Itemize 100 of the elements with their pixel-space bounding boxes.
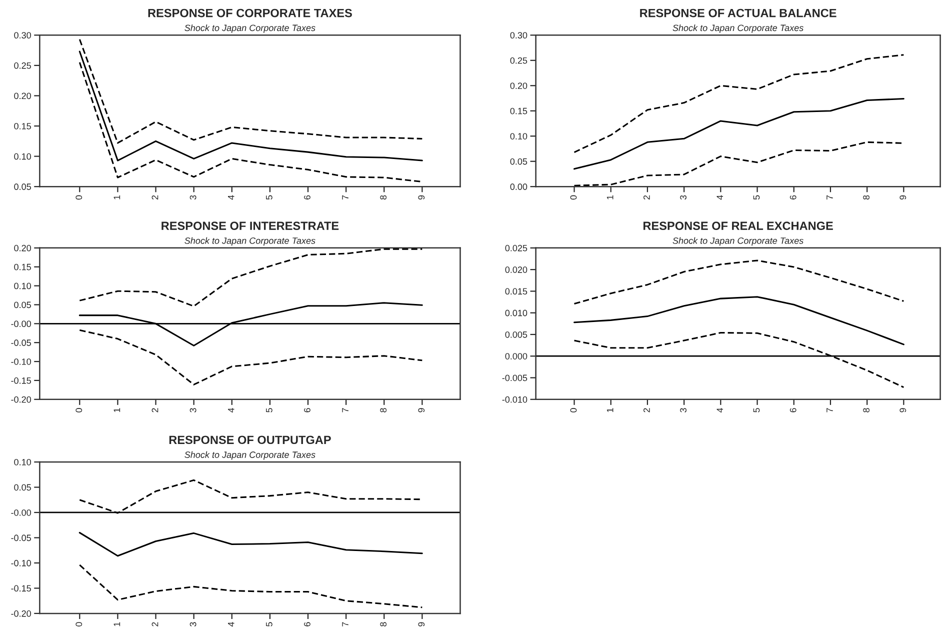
y-tick-label: 0.15 [14, 122, 31, 130]
y-tick-label: 0.020 [505, 266, 528, 273]
x-tick-label: 5 [266, 622, 272, 626]
chart-subtitle: Shock to Japan Corporate Taxes [672, 237, 804, 246]
x-tick-label: 7 [826, 195, 833, 200]
x-tick-label: 4 [716, 408, 723, 413]
x-tick-label: 7 [342, 195, 348, 200]
x-tick-label: 3 [190, 195, 196, 200]
x-tick-label: 4 [228, 195, 234, 200]
x-tick-label: 2 [152, 622, 158, 626]
y-tick-label: -0.010 [502, 396, 528, 403]
line-series [573, 141, 904, 186]
x-tick-label: 8 [863, 408, 870, 412]
y-tick-label: 0.30 [14, 32, 32, 39]
y-tick-label: 0.05 [14, 184, 31, 190]
y-tick-label: 0.015 [505, 288, 528, 295]
line-series [78, 248, 423, 308]
x-tick-label: 5 [266, 195, 272, 200]
chart-subtitle: Shock to Japan Corporate Taxes [672, 24, 804, 33]
x-tick-label: 7 [342, 408, 348, 412]
x-tick-label: 7 [826, 408, 833, 412]
x-tick-label: 6 [304, 195, 310, 200]
x-tick-label: 1 [114, 195, 120, 200]
y-tick-label: -0.00 [11, 509, 32, 516]
x-tick-label: 0 [76, 622, 82, 626]
x-tick-label: 2 [152, 195, 158, 200]
x-tick-label: 5 [753, 408, 760, 412]
x-tick-label: 4 [228, 622, 234, 627]
line-series [78, 564, 423, 608]
y-tick-label: 0.10 [14, 153, 32, 160]
y-tick-label: 0.25 [14, 62, 31, 69]
line-series [573, 260, 904, 305]
x-tick-label: 8 [380, 622, 387, 626]
x-tick-label: 8 [380, 408, 387, 412]
y-tick-label: -0.15 [11, 585, 31, 592]
y-tick-label: 0.000 [505, 353, 528, 360]
x-tick-label: 0 [76, 408, 82, 412]
x-tick-label: 6 [304, 408, 310, 412]
y-tick-label: -0.00 [11, 320, 32, 328]
x-tick-label: 9 [418, 622, 425, 626]
y-tick-label: 0.10 [14, 458, 32, 466]
y-tick-label: 0.005 [505, 331, 528, 338]
chart-subtitle: Shock to Japan Corporate Taxes [184, 24, 316, 33]
x-tick-label: 0 [76, 195, 82, 200]
x-tick-label: 1 [114, 622, 120, 626]
x-tick-label: 0 [570, 408, 577, 412]
x-tick-label: 9 [900, 408, 906, 412]
x-tick-label: 8 [863, 195, 870, 200]
x-tick-label: 9 [900, 195, 906, 200]
x-tick-label: 2 [643, 195, 650, 200]
line-series [78, 38, 423, 144]
x-tick-label: 1 [114, 408, 120, 412]
chart-title: RESPONSE OF REAL EXCHANGE [643, 222, 833, 230]
y-tick-label: -0.05 [11, 534, 31, 542]
y-tick-label: -0.005 [502, 374, 528, 382]
x-tick-label: 3 [680, 195, 686, 200]
line-series [78, 62, 423, 183]
y-tick-label: -0.10 [11, 358, 32, 365]
y-tick-label: 0.20 [14, 244, 32, 252]
y-tick-label: 0.10 [510, 133, 528, 140]
y-tick-label: -0.20 [11, 610, 32, 617]
y-tick-label: 0.00 [510, 184, 528, 190]
line-series [78, 50, 423, 162]
line-series [573, 98, 904, 170]
y-tick-label: 0.15 [510, 108, 528, 114]
y-tick-label: 0.05 [14, 484, 31, 491]
x-tick-label: 3 [680, 408, 686, 412]
y-tick-label: 0.05 [14, 302, 31, 308]
line-series [573, 296, 904, 346]
y-tick-label: 0.30 [510, 32, 528, 39]
x-tick-label: 6 [304, 622, 310, 626]
y-tick-label: 0.025 [505, 244, 528, 252]
y-tick-label: 0.010 [505, 310, 528, 316]
y-tick-label: -0.20 [11, 396, 32, 403]
x-tick-label: 1 [606, 408, 614, 412]
x-tick-label: 9 [418, 195, 425, 200]
x-tick-label: 2 [152, 408, 158, 412]
x-tick-label: 3 [190, 622, 196, 626]
x-tick-label: 8 [380, 195, 387, 200]
y-tick-label: 0.25 [510, 57, 528, 64]
line-series [78, 329, 423, 386]
x-tick-label: 4 [716, 195, 723, 200]
x-tick-label: 3 [190, 408, 196, 412]
x-tick-label: 6 [790, 408, 796, 412]
x-tick-label: 5 [266, 408, 272, 412]
line-series [573, 54, 904, 154]
x-tick-label: 6 [790, 195, 796, 200]
chart-title: RESPONSE OF ACTUAL BALANCE [640, 8, 836, 18]
y-tick-label: -0.05 [11, 340, 31, 346]
x-tick-label: 5 [753, 195, 760, 200]
y-tick-label: 0.15 [14, 264, 31, 270]
x-tick-label: 9 [418, 408, 425, 412]
y-tick-label: 0.20 [510, 82, 528, 89]
chart-title: RESPONSE OF OUTPUTGAP [169, 436, 331, 444]
y-tick-label: -0.10 [11, 560, 32, 566]
chart-title: RESPONSE OF CORPORATE TAXES [148, 8, 352, 18]
x-tick-label: 2 [643, 408, 650, 412]
line-series [78, 532, 423, 557]
x-tick-label: 7 [342, 622, 348, 626]
x-tick-label: 1 [606, 195, 614, 200]
